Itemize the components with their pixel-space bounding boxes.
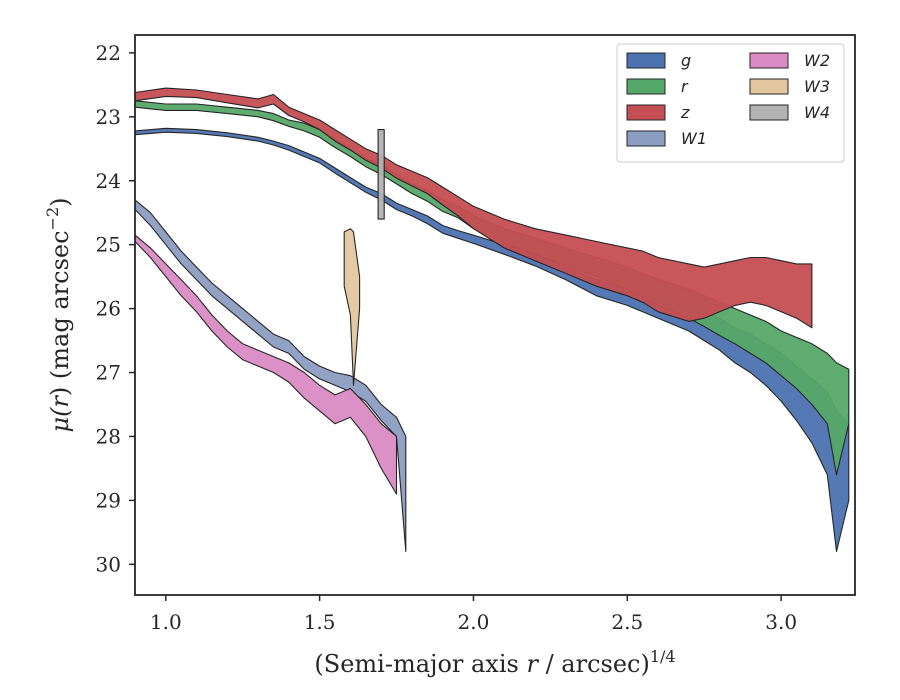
y-tick-label: 23 <box>96 105 121 129</box>
band-w4 <box>377 129 385 220</box>
legend-label-w4: W4 <box>804 103 830 122</box>
y-tick-label: 26 <box>96 297 121 321</box>
legend-swatch-w4 <box>749 104 789 121</box>
band-w3 <box>343 228 361 386</box>
legend-swatch-w1 <box>626 130 666 147</box>
y-axis-label: μ(r) (mag arcsec−2) <box>43 197 74 432</box>
legend-swatch-w2 <box>749 52 789 69</box>
y-tick-label: 24 <box>96 169 121 193</box>
y-tick-label: 29 <box>96 488 121 512</box>
legend-label-g: g <box>681 51 691 70</box>
y-tick-label: 22 <box>96 41 121 65</box>
y-tick-label: 30 <box>96 552 121 576</box>
x-tick-label: 1.0 <box>150 610 182 634</box>
band-g <box>135 127 850 553</box>
y-tick-label: 28 <box>96 424 121 448</box>
y-tick-label: 25 <box>96 233 121 257</box>
x-axis-label: (Semi-major axis r / arcsec)1/4 <box>314 647 675 678</box>
x-tick-label: 2.5 <box>611 610 643 634</box>
axis-ticks: 1.0 1.5 2.0 2.5 3.0 22 23 24 25 26 27 28 29 30 <box>96 41 798 634</box>
axes-frame <box>134 34 856 596</box>
legend-label-z: z <box>680 103 690 122</box>
legend-swatch-r <box>626 78 666 95</box>
band-z <box>135 87 813 329</box>
legend-label-w2: W2 <box>804 51 830 70</box>
x-tick-label: 1.5 <box>304 610 336 634</box>
band-w2 <box>135 234 398 495</box>
legend-label-r: r <box>681 77 689 96</box>
x-tick-label: 3.0 <box>765 610 797 634</box>
y-tick-label: 27 <box>96 361 121 385</box>
legend-swatch-w3 <box>749 78 789 95</box>
band-w1 <box>135 199 407 553</box>
plot-area <box>135 87 850 553</box>
legend-label-w3: W3 <box>804 77 830 96</box>
x-tick-label: 2.0 <box>458 610 490 634</box>
legend: grz W1 W2 W3 W4 <box>616 43 845 163</box>
legend-swatch-z <box>626 104 666 121</box>
legend-label-w1: W1 <box>681 129 707 148</box>
legend-swatch-g <box>626 52 666 69</box>
legend-box <box>616 43 845 163</box>
